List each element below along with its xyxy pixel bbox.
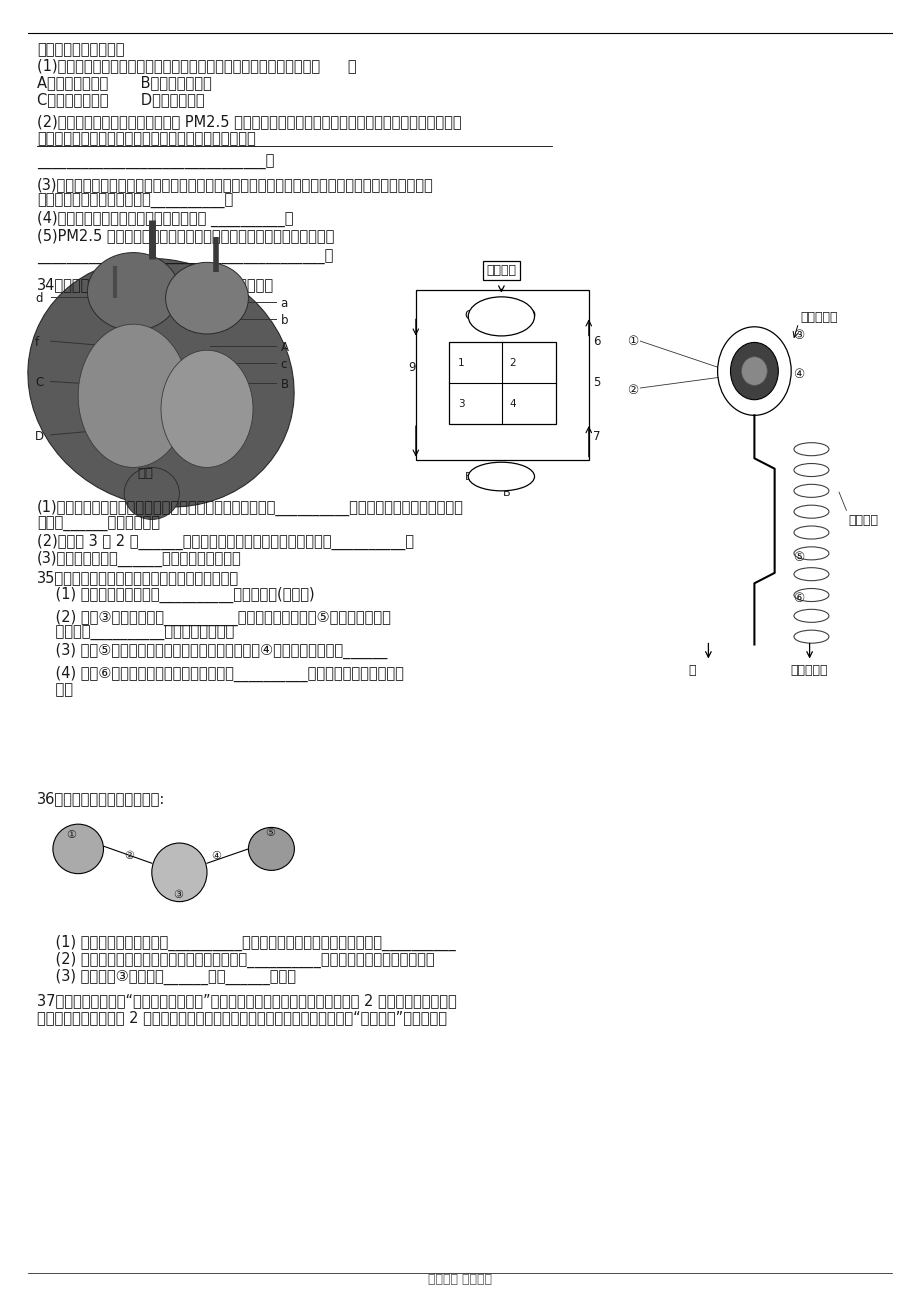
- Ellipse shape: [152, 844, 207, 901]
- Text: 37．张兵同学要探究“酸雨对生物的影响”，他取用的实验材料和用具是大豆种子 2 粒，食醛和清水各一: 37．张兵同学要探究“酸雨对生物的影响”，他取用的实验材料和用具是大豆种子 2 …: [37, 993, 456, 1009]
- Bar: [448, 342, 555, 424]
- Text: E: E: [464, 471, 471, 482]
- Ellipse shape: [717, 327, 790, 415]
- Text: ⑥: ⑥: [792, 592, 803, 605]
- Text: A: A: [280, 341, 289, 354]
- Text: ②: ②: [124, 852, 134, 862]
- Ellipse shape: [161, 350, 253, 467]
- Text: D: D: [35, 430, 44, 443]
- Text: 结构是______（填字母）。: 结构是______（填字母）。: [37, 517, 160, 533]
- Ellipse shape: [730, 342, 777, 400]
- Text: ③: ③: [792, 329, 803, 342]
- Text: f: f: [35, 336, 39, 349]
- Text: (1) 神经调节的基本方式是__________。图示的表示神经调节的结构基础叫__________: (1) 神经调节的基本方式是__________。图示的表示神经调节的结构基础叫…: [37, 935, 455, 950]
- Text: C: C: [35, 376, 43, 389]
- Text: 7: 7: [593, 430, 600, 443]
- Text: D: D: [527, 309, 536, 322]
- Ellipse shape: [53, 824, 104, 874]
- Text: (4)如果你想使实验更准确，应该怎么做？ __________。: (4)如果你想使实验更准确，应该怎么做？ __________。: [37, 211, 293, 227]
- Text: _______________________________。: _______________________________。: [37, 155, 274, 171]
- Text: B: B: [503, 488, 510, 499]
- Text: ①: ①: [627, 335, 638, 348]
- Ellipse shape: [741, 357, 766, 385]
- Text: (3)采集的粒子太小，计数需要在显微镜下进行。由于尘埃数太多，计数困难，可从右边方格中选取阴: (3)采集的粒子太小，计数需要在显微镜下进行。由于尘埃数太多，计数困难，可从右边…: [37, 177, 433, 193]
- Text: 尿: 尿: [687, 664, 695, 677]
- Text: (1)请你分析，因为雾霸天气导致的老年人和少年儿童所患的病主要是（      ）: (1)请你分析，因为雾霸天气导致的老年人和少年儿童所患的病主要是（ ）: [37, 59, 356, 74]
- Text: 34．根据心脏结构和人体血液循环示意图，回答下列问题：: 34．根据心脏结构和人体血液循环示意图，回答下列问题：: [37, 277, 274, 293]
- Text: 比，缺少__________和大分子街白质。: 比，缺少__________和大分子街白质。: [37, 626, 233, 642]
- Ellipse shape: [28, 259, 294, 506]
- Text: 影部分进行检测，这种方法叫__________。: 影部分进行检测，这种方法叫__________。: [37, 194, 233, 210]
- Text: (2)图乙由 3 到 2 为______循环。经过此循环后，血液成分的变化__________。: (2)图乙由 3 到 2 为______循环。经过此循环后，血液成分的变化___…: [37, 534, 414, 549]
- Text: 36．请你结合所学知识，回答:: 36．请你结合所学知识，回答:: [37, 792, 165, 807]
- Ellipse shape: [468, 297, 534, 336]
- Text: (2)某校生物兴趣小组的同学想探究 PM2.5 与汽车尾气排放的关系，选择了学校教室、操场、公园小树: (2)某校生物兴趣小组的同学想探究 PM2.5 与汽车尾气排放的关系，选择了学校…: [37, 115, 461, 130]
- Text: 盐。: 盐。: [37, 682, 73, 698]
- Text: ①: ①: [66, 831, 76, 841]
- Text: 已过滤的血: 已过滤的血: [790, 664, 827, 677]
- Text: ②: ②: [627, 384, 638, 397]
- Text: 2: 2: [509, 358, 516, 368]
- Text: (1) 人体内每个肆单位由__________共同组成。(填标号): (1) 人体内每个肆单位由__________共同组成。(填标号): [37, 587, 314, 603]
- Text: 林作为研究地点，你认为还应该选择什么地点进行研究？: 林作为研究地点，你认为还应该选择什么地点进行研究？: [37, 132, 255, 147]
- Text: B: B: [280, 378, 289, 391]
- Text: (4) 图中⑥能够重新吸收管内液体中的全部__________，大部分的水和部分无机: (4) 图中⑥能够重新吸收管内液体中的全部__________，大部分的水和部分…: [37, 665, 403, 681]
- Text: 1: 1: [458, 358, 464, 368]
- Ellipse shape: [87, 253, 179, 331]
- Text: 3: 3: [458, 398, 464, 409]
- Text: A．消化系统疾病       B．呼吸系统疾病: A．消化系统疾病 B．呼吸系统疾病: [37, 76, 211, 91]
- Text: c: c: [280, 358, 287, 371]
- Ellipse shape: [468, 462, 534, 491]
- Text: 5: 5: [593, 376, 600, 389]
- Text: d: d: [35, 292, 42, 305]
- Ellipse shape: [78, 324, 188, 467]
- Text: ④: ④: [211, 852, 221, 862]
- Text: 图甲: 图甲: [137, 467, 153, 480]
- Text: C: C: [464, 309, 472, 322]
- Text: (3)血液流经人体的______，营养物质会增多。: (3)血液流经人体的______，营养物质会增多。: [37, 551, 242, 566]
- Text: C．泌尿系统疾病       D．心血管疾病: C．泌尿系统疾病 D．心血管疾病: [37, 92, 204, 108]
- Text: ⑤: ⑤: [265, 828, 275, 838]
- Ellipse shape: [165, 263, 248, 335]
- Text: (2) 当你看到题目作答时，你的大脑的皮层中有__________、语言中枢和运动中枢参与。: (2) 当你看到题目作答时，你的大脑的皮层中有__________、语言中枢和运…: [37, 952, 434, 967]
- Text: (2) 图中③中的液体叫做__________，正常情况下，它与⑤中液体的成分相: (2) 图中③中的液体叫做__________，正常情况下，它与⑤中液体的成分相: [37, 609, 391, 625]
- Text: A: A: [493, 311, 500, 322]
- Text: a: a: [280, 297, 288, 310]
- Text: 图乙: 图乙: [493, 467, 509, 480]
- Text: (3) 若图中的③断裂，则______感觉______反应。: (3) 若图中的③断裂，则______感觉______反应。: [37, 969, 296, 984]
- Text: _______________________________________。: _______________________________________。: [37, 250, 333, 266]
- Text: (5)PM2.5 严重影响人们的健康。请你提出一项改善空气质量的措施：: (5)PM2.5 严重影响人们的健康。请你提出一项改善空气质量的措施：: [37, 228, 334, 243]
- Text: ⑤: ⑤: [792, 551, 803, 564]
- Bar: [415, 290, 588, 460]
- Text: 智汇文库 专业文档: 智汇文库 专业文档: [427, 1273, 492, 1286]
- Text: 小瓶，带盖的空玻璃瓶 2 个，吸水纸一包（并将食醛和清水各取一定量配制成了“模拟酸雨”）他设计的: 小瓶，带盖的空玻璃瓶 2 个，吸水纸一包（并将食醛和清水各取一定量配制成了“模拟…: [37, 1010, 447, 1026]
- Text: 6: 6: [593, 335, 600, 348]
- Ellipse shape: [124, 467, 179, 519]
- Text: 9: 9: [408, 361, 415, 374]
- Text: ③: ③: [173, 891, 183, 901]
- Ellipse shape: [248, 828, 294, 871]
- Text: (3) 图中⑤是一个毛细血管球，从这里出来的血管④中流动的血液属于______: (3) 图中⑤是一个毛细血管球，从这里出来的血管④中流动的血液属于______: [37, 643, 387, 659]
- Text: 没过滤的血: 没过滤的血: [800, 311, 837, 324]
- Text: 外界气体: 外界气体: [486, 264, 516, 277]
- Text: 4: 4: [509, 398, 516, 409]
- Text: F: F: [521, 471, 528, 482]
- Text: 35．如图是人体肆单位结构示意图，请据图回答：: 35．如图是人体肆单位结构示意图，请据图回答：: [37, 570, 239, 586]
- Text: (1)图甲是人体心脏结构示意图，心脏结构中，心壁最厚的是__________，保证血液从心房流向心室的: (1)图甲是人体心脏结构示意图，心脏结构中，心壁最厚的是__________，保…: [37, 500, 463, 516]
- Text: 及右图回答下列问题：: 及右图回答下列问题：: [37, 42, 124, 57]
- Text: 毛细血管: 毛细血管: [847, 514, 878, 527]
- Text: ④: ④: [792, 368, 803, 381]
- Text: b: b: [280, 314, 288, 327]
